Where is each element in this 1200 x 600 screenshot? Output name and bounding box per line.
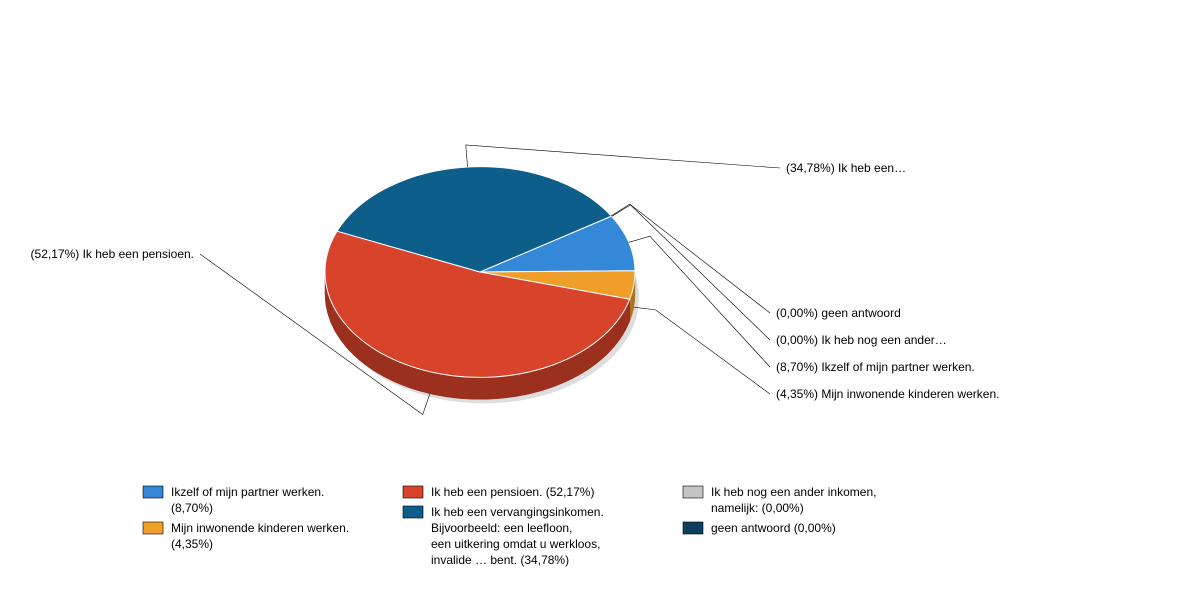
slice-label: (52,17%) Ik heb een pensioen.: [31, 247, 194, 261]
slice-label: (34,78%) Ik heb een…: [786, 161, 906, 175]
legend-swatch: [143, 522, 163, 534]
legend-swatch: [143, 486, 163, 498]
legend-label: geen antwoord (0,00%): [711, 521, 836, 535]
pie-chart: (8,70%) Ikzelf of mijn partner werken. (4…: [0, 0, 1200, 600]
slice-label: (0,00%) geen antwoord: [776, 306, 901, 320]
slice-label: (0,00%) Ik heb nog een ander…: [776, 333, 947, 347]
legend-label: Ik heb nog een ander inkomen,namelijk: (…: [711, 485, 876, 515]
slice-label: (8,70%) Ikzelf of mijn partner werken.: [776, 360, 975, 374]
legend-label: Ik heb een vervangingsinkomen.Bijvoorbee…: [431, 505, 604, 567]
legend: Ikzelf of mijn partner werken.(8,70%) Mij…: [143, 485, 876, 567]
legend-label: Ik heb een pensioen. (52,17%): [431, 485, 594, 499]
slice-label: (4,35%) Mijn inwonende kinderen werken.: [776, 387, 999, 401]
legend-label: Mijn inwonende kinderen werken.(4,35%): [171, 521, 349, 551]
legend-swatch: [403, 486, 423, 498]
legend-swatch: [683, 486, 703, 498]
pie-top: [325, 167, 635, 378]
legend-swatch: [683, 522, 703, 534]
legend-label: Ikzelf of mijn partner werken.(8,70%): [171, 485, 324, 515]
legend-swatch: [403, 506, 423, 518]
